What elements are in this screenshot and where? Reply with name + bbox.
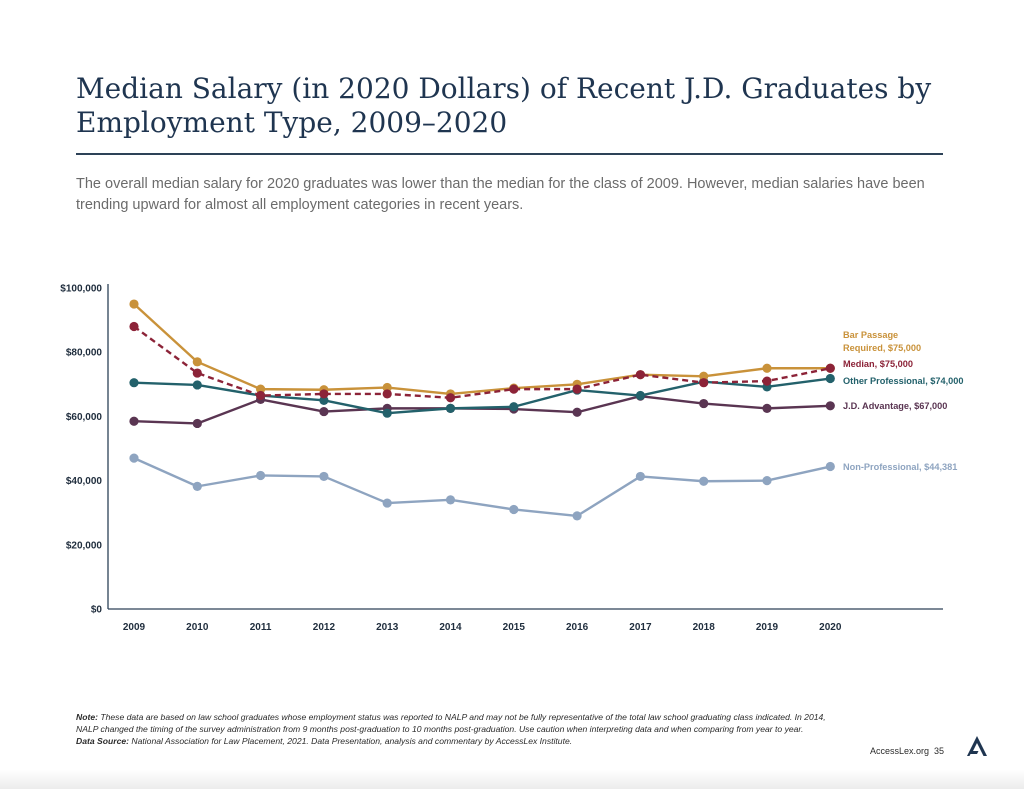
source-label: Data Source: [76,736,130,746]
series-end-label: J.D. Advantage, $67,000 [843,401,947,411]
series-end-label: Required, $75,000 [843,343,921,353]
x-tick-label: 2014 [439,622,462,633]
data-point [382,389,392,399]
series-line [133,303,831,396]
y-tick-label: $20,000 [66,540,103,551]
data-point [509,384,519,394]
series-line [133,325,831,399]
y-tick-label: $100,000 [60,284,102,295]
data-point [445,393,456,403]
data-point [509,504,519,515]
title-divider [76,153,943,155]
data-point [129,321,139,332]
data-point [825,461,835,472]
x-tick-label: 2020 [819,622,842,633]
note-text: These data are based on law school gradu… [76,712,826,734]
note-label: Note: [76,712,98,722]
data-point [445,495,456,505]
series-line [133,394,831,425]
x-tick-label: 2016 [566,622,589,633]
x-tick-label: 2011 [250,622,272,633]
accesslex-logo-icon [967,736,987,756]
x-tick-label: 2013 [376,622,399,633]
y-tick-label: $80,000 [66,348,103,359]
data-point [256,390,266,401]
data-point [825,401,835,411]
data-point [382,498,392,508]
x-tick-label: 2015 [503,622,526,633]
data-point [256,384,266,394]
data-point [129,299,139,309]
x-tick-label: 2018 [693,622,716,633]
x-tick-label: 2017 [629,622,652,633]
data-point [699,398,709,409]
data-point [699,378,709,388]
y-tick-label: $40,000 [66,476,103,487]
data-point [762,376,772,386]
data-point [129,416,139,426]
data-point [319,471,329,482]
data-point [699,371,709,381]
data-point [825,363,835,373]
data-point [319,406,329,417]
source-text: National Association for Law Placement, … [129,736,573,746]
data-point [762,363,772,373]
data-point [192,357,202,367]
data-point [129,453,139,463]
data-point [825,373,835,384]
data-point [445,403,456,413]
y-tick-label: $60,000 [66,412,103,423]
data-point [129,378,139,388]
series-end-label: Bar Passage [843,330,898,340]
series-end-label: Other Professional, $74,000 [843,376,964,386]
x-tick-label: 2019 [756,622,779,633]
data-point [572,511,582,521]
data-point [635,471,646,482]
series-end-label: Non-Professional, $44,381 [843,462,957,472]
data-point [192,380,202,390]
page-title: Median Salary (in 2020 Dollars) of Recen… [76,72,932,139]
series-end-label: Median, $75,000 [843,359,913,369]
data-point [192,368,202,378]
data-point [192,481,202,491]
data-point [635,390,646,401]
data-point [382,382,392,393]
data-point [572,384,582,394]
data-point [762,403,772,413]
x-tick-label: 2010 [186,622,209,633]
data-point [319,395,329,405]
data-point [256,470,266,481]
x-tick-label: 2012 [313,622,336,633]
page-number: 35 [934,746,945,756]
footer-site-link[interactable]: AccessLex.org [870,746,930,756]
data-point [509,402,519,412]
data-point [699,476,709,486]
salary-line-chart: $0 $20,000 $40,000 $60,000 $80,000 $100,000 20… [60,284,964,634]
x-tick-label: 2009 [123,622,146,633]
data-point [382,408,392,418]
data-point [635,370,646,380]
data-point [572,407,582,417]
data-point [192,418,202,429]
page-bottom-shade [0,770,1024,789]
data-point [319,389,329,399]
footer: AccessLex.org 35 [870,746,944,756]
data-point [762,476,772,486]
footnote: Note: These data are based on law school… [76,711,846,747]
y-tick-label: $0 [91,605,103,616]
page-subtitle: The overall median salary for 2020 gradu… [76,176,925,213]
series-line [133,457,831,518]
